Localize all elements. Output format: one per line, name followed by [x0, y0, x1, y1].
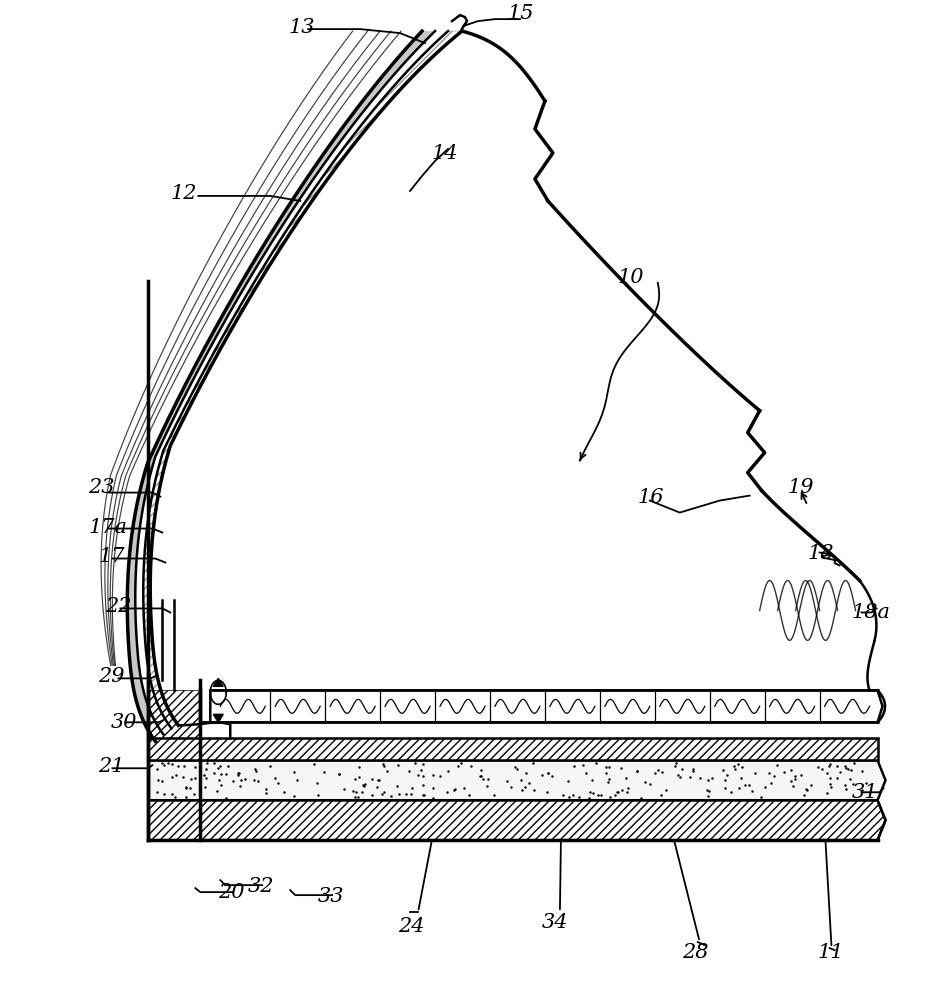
Text: 18: 18 [808, 544, 834, 563]
Text: 23: 23 [89, 478, 115, 497]
Polygon shape [148, 738, 878, 760]
Text: 18a: 18a [852, 603, 891, 622]
Text: 33: 33 [318, 887, 345, 906]
Polygon shape [211, 690, 883, 722]
Text: 21: 21 [99, 757, 125, 776]
Polygon shape [148, 800, 885, 840]
Text: 12: 12 [171, 184, 197, 203]
Text: 14: 14 [432, 144, 459, 163]
Polygon shape [128, 31, 435, 741]
Text: 17a: 17a [89, 518, 128, 537]
Text: 19: 19 [788, 478, 815, 497]
Text: 32: 32 [248, 877, 275, 896]
Text: 15: 15 [508, 4, 534, 23]
Polygon shape [148, 690, 200, 840]
Text: 22: 22 [105, 597, 132, 616]
Text: 34: 34 [541, 913, 569, 932]
Text: 30: 30 [110, 713, 137, 732]
Polygon shape [148, 760, 885, 800]
Text: 29: 29 [99, 667, 125, 686]
Text: 11: 11 [817, 943, 844, 962]
Text: 20: 20 [218, 883, 245, 902]
Polygon shape [144, 31, 462, 728]
Text: 10: 10 [618, 268, 644, 287]
Text: 28: 28 [681, 943, 708, 962]
Text: 13: 13 [288, 18, 315, 37]
Polygon shape [213, 678, 224, 686]
Text: 24: 24 [398, 917, 425, 936]
Text: 17: 17 [99, 547, 125, 566]
Text: 16: 16 [637, 488, 665, 507]
Polygon shape [213, 714, 224, 722]
Text: 31: 31 [852, 783, 878, 802]
